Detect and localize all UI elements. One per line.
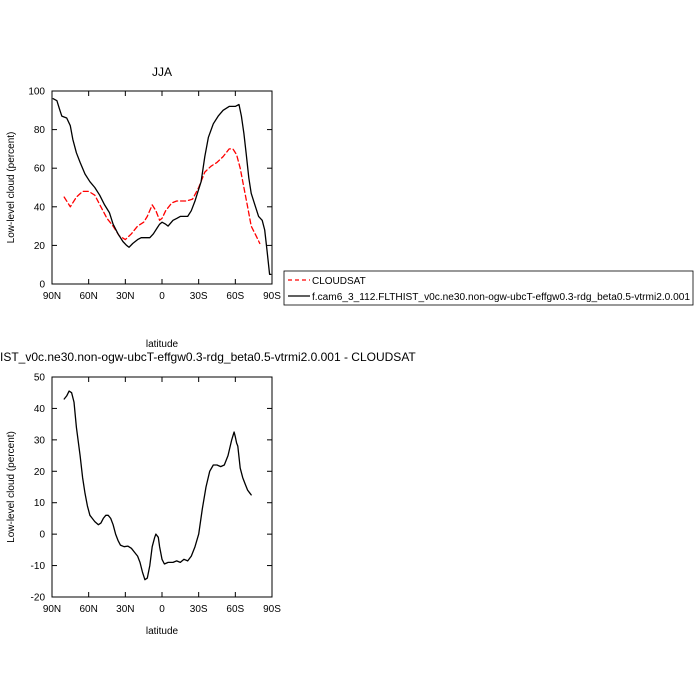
bottom-y-tick-label: -10: [31, 561, 46, 572]
top-y-tick-label: 40: [34, 202, 46, 213]
bottom-x-tick-label: 0: [159, 604, 165, 615]
top-y-tick-label: 60: [34, 164, 46, 175]
top-panel-x-axis-label: latitude: [146, 339, 179, 350]
bottom-x-tick-label: 90S: [263, 604, 281, 615]
top-y-tick-label: 100: [28, 87, 45, 98]
top-x-tick-label: 30N: [116, 291, 134, 302]
bottom-y-tick-label: 20: [34, 467, 46, 478]
bottom-x-tick-label: 30N: [116, 604, 134, 615]
bottom-panel-y-axis-label: Low-level cloud (percent): [6, 431, 17, 543]
top-y-tick-label: 80: [34, 125, 46, 136]
bottom-x-tick-label: 90N: [43, 604, 61, 615]
bottom-y-tick-label: -20: [31, 593, 46, 604]
top-x-tick-label: 90S: [263, 291, 281, 302]
top-x-tick-label: 0: [159, 291, 165, 302]
top-panel: JJA 90N 60N 30N 0 30S 60S 90S 0 20 40 60 80 100 lati…: [6, 65, 281, 350]
top-x-tick-label: 90N: [43, 291, 61, 302]
top-panel-plot-frame: [51, 90, 273, 285]
bottom-y-tick-label: 0: [39, 530, 45, 541]
top-y-tick-label: 20: [34, 241, 46, 252]
bottom-panel-plot-frame: [51, 376, 273, 598]
top-x-tick-label: 30S: [190, 291, 208, 302]
bottom-panel-x-axis-label: latitude: [146, 626, 179, 637]
bottom-y-tick-label: 40: [34, 404, 46, 415]
legend-label-cloudsat: CLOUDSAT: [312, 276, 366, 287]
bottom-x-tick-label: 60N: [79, 604, 97, 615]
top-y-tick-label: 0: [39, 280, 45, 291]
bottom-panel-series: [63, 390, 252, 581]
bottom-x-tick-label: 60S: [226, 604, 244, 615]
top-series-line-0: [63, 148, 261, 245]
bottom-x-tick-label: 30S: [190, 604, 208, 615]
bottom-series-line-0: [63, 390, 252, 581]
top-panel-title: JJA: [152, 65, 172, 79]
bottom-y-tick-label: 50: [34, 373, 46, 384]
top-x-tick-label: 60S: [226, 291, 244, 302]
top-panel-series: [52, 98, 272, 276]
legend-label-model: f.cam6_3_112.FLTHIST_v0c.ne30.non-ogw-ub…: [312, 292, 690, 303]
bottom-panel-title: IST_v0c.ne30.non-ogw-ubcT-effgw0.3-rdg_b…: [0, 350, 416, 364]
bottom-y-tick-label: 30: [34, 435, 46, 446]
top-series-line-1: [52, 98, 272, 276]
legend: CLOUDSAT f.cam6_3_112.FLTHIST_v0c.ne30.n…: [283, 270, 694, 306]
top-panel-y-axis-label: Low-level cloud (percent): [6, 132, 17, 244]
bottom-y-tick-label: 10: [34, 498, 46, 509]
bottom-panel: IST_v0c.ne30.non-ogw-ubcT-effgw0.3-rdg_b…: [0, 350, 416, 637]
legend-box: [283, 270, 694, 306]
top-x-tick-label: 60N: [79, 291, 97, 302]
bottom-panel-axes: 90N 60N 30N 0 30S 60S 90S -20 -10 0 10 20 30 40 50: [31, 373, 282, 616]
top-panel-axes: 90N 60N 30N 0 30S 60S 90S 0 20 40 60 80 100: [28, 87, 281, 303]
